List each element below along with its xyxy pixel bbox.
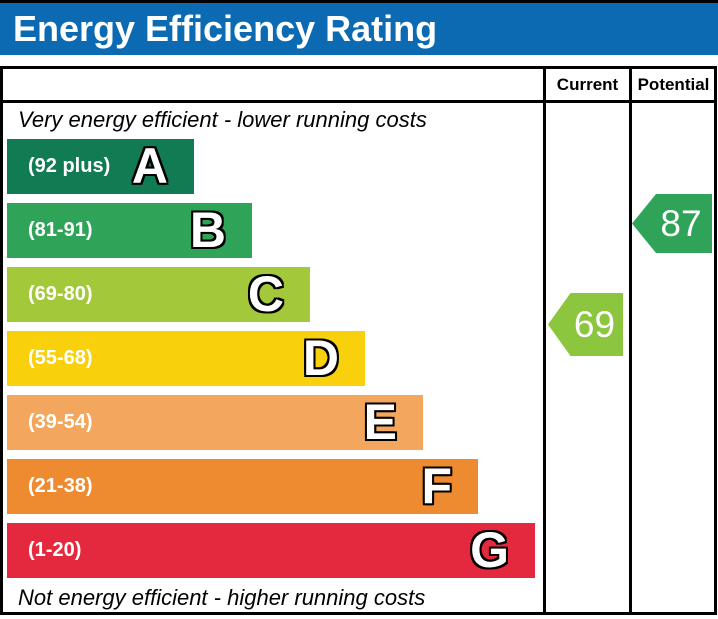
band-b: (81-91) B — [7, 203, 252, 258]
band-c: (69-80) C — [7, 267, 310, 322]
current-column-divider — [543, 66, 546, 615]
potential-rating-value: 87 — [660, 202, 702, 244]
band-b-letter: B — [189, 202, 226, 258]
title-banner: Energy Efficiency Rating — [0, 3, 718, 55]
band-f-range-label: (21-38) — [28, 475, 93, 497]
band-e-range-label: (39-54) — [28, 411, 93, 433]
band-g-letter: G — [470, 522, 509, 578]
band-b-range-label: (81-91) — [28, 219, 93, 241]
top-border-line — [0, 0, 718, 3]
potential-column-header: Potential — [637, 75, 710, 94]
band-a-range-label: (92 plus) — [28, 155, 111, 177]
top-note: Very energy efficient - lower running co… — [18, 107, 427, 132]
potential-column-divider — [629, 66, 632, 615]
band-g-range-label: (1-20) — [28, 539, 82, 561]
current-column-header: Current — [556, 75, 619, 94]
band-a-letter: A — [131, 138, 168, 194]
potential-rating-arrow: 87 — [632, 194, 712, 253]
band-c-letter: C — [247, 266, 284, 322]
band-e: (39-54) E — [7, 395, 423, 450]
band-f: (21-38) F — [7, 459, 478, 514]
page-title: Energy Efficiency Rating — [13, 8, 438, 49]
bottom-note: Not energy efficient - higher running co… — [18, 585, 426, 610]
band-e-letter: E — [363, 394, 397, 450]
header-row-divider — [0, 100, 717, 103]
band-a: (92 plus) A — [7, 139, 194, 194]
band-f-letter: F — [421, 458, 452, 514]
band-d-range-label: (55-68) — [28, 347, 93, 369]
current-rating-value: 69 — [573, 303, 616, 345]
band-d-letter: D — [302, 330, 339, 386]
band-c-range-label: (69-80) — [28, 283, 93, 305]
band-d: (55-68) D — [7, 331, 365, 386]
band-g: (1-20) G — [7, 523, 535, 578]
